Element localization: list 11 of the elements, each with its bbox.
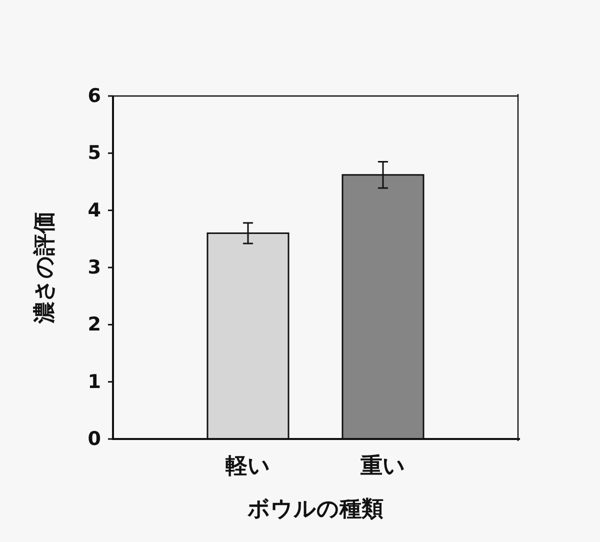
ytick-label: 6 [88, 85, 101, 107]
ytick-label: 5 [88, 142, 101, 164]
ytick-label: 3 [88, 256, 101, 278]
ytick-label: 0 [88, 428, 101, 450]
xlabel: ボウルの種類 [248, 497, 384, 522]
ytick-label: 4 [88, 199, 101, 222]
ylabel: 濃さの評価 [32, 212, 58, 324]
ytick-label: 1 [88, 370, 101, 393]
xtick-label: 重い [360, 454, 406, 479]
ytick-label: 2 [88, 314, 101, 336]
xtick-label: 軽い [226, 454, 270, 479]
